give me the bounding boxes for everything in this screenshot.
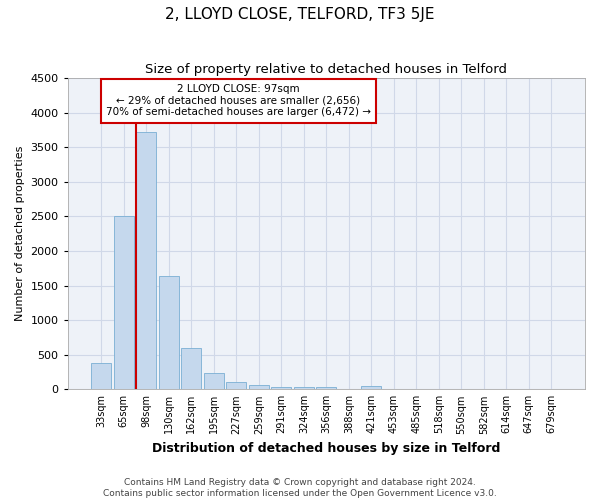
Bar [204,374,224,390]
Bar [271,386,292,390]
X-axis label: Distribution of detached houses by size in Telford: Distribution of detached houses by size … [152,442,500,455]
Bar [114,216,134,390]
Bar [316,387,337,390]
Bar [181,348,202,390]
Bar [159,276,179,390]
Text: 2, LLOYD CLOSE, TELFORD, TF3 5JE: 2, LLOYD CLOSE, TELFORD, TF3 5JE [165,8,435,22]
Bar [136,132,157,390]
Bar [294,387,314,390]
Bar [226,382,247,390]
Y-axis label: Number of detached properties: Number of detached properties [15,146,25,322]
Bar [361,386,382,390]
Bar [91,364,112,390]
Title: Size of property relative to detached houses in Telford: Size of property relative to detached ho… [145,62,508,76]
Bar [249,385,269,390]
Text: 2 LLOYD CLOSE: 97sqm
← 29% of detached houses are smaller (2,656)
70% of semi-de: 2 LLOYD CLOSE: 97sqm ← 29% of detached h… [106,84,371,117]
Text: Contains HM Land Registry data © Crown copyright and database right 2024.
Contai: Contains HM Land Registry data © Crown c… [103,478,497,498]
